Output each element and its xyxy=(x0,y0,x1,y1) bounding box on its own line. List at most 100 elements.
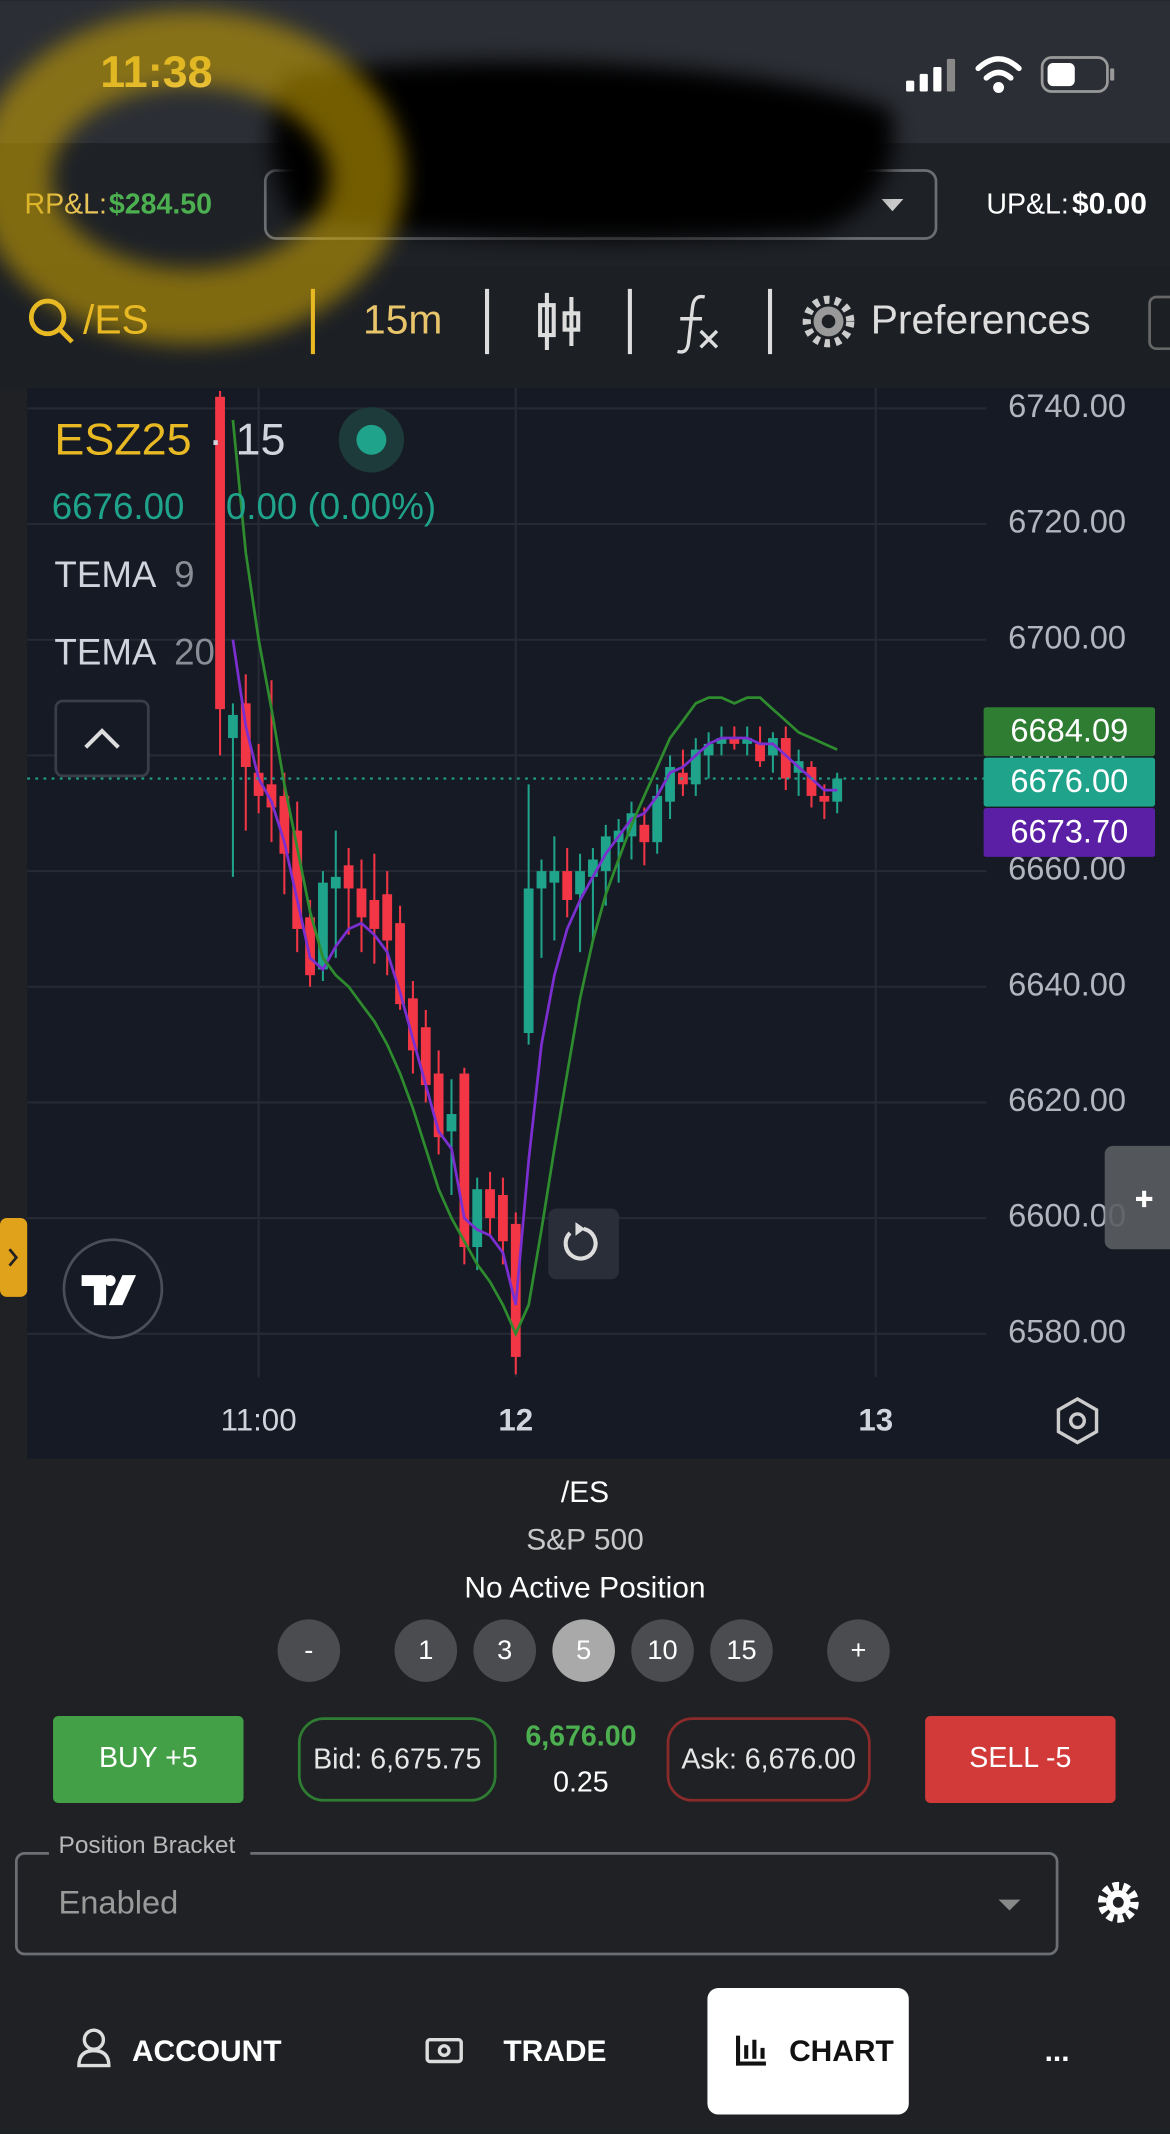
y-tick-label: 6700.00 xyxy=(1008,618,1126,655)
candle-body xyxy=(485,1189,495,1219)
candle-body xyxy=(780,738,791,779)
quantity-button[interactable] xyxy=(631,1619,694,1682)
candle-body xyxy=(472,1189,483,1248)
search-icon[interactable] xyxy=(28,298,74,344)
candle-body xyxy=(446,1114,457,1132)
position-status: No Active Position xyxy=(464,1571,705,1604)
last-price: 6676.00 xyxy=(52,486,185,527)
candle-body xyxy=(588,859,598,877)
indicator-name: TEMA xyxy=(54,631,157,672)
buy-label: BUY +5 xyxy=(99,1742,198,1774)
nav-item[interactable]: CHART xyxy=(789,2035,894,2068)
candle-body xyxy=(562,871,573,901)
price-tag-label: 6676.00 xyxy=(1010,762,1128,799)
quantity-button[interactable] xyxy=(827,1619,890,1682)
quantity-button[interactable] xyxy=(552,1619,615,1682)
candle-body xyxy=(690,749,701,785)
indicator-line xyxy=(231,639,838,1306)
reset-arrow xyxy=(575,1222,585,1236)
bracket-settings[interactable] xyxy=(1097,1881,1139,1923)
ask-box[interactable] xyxy=(666,1717,871,1802)
signal-icon xyxy=(906,58,956,92)
nav-item[interactable]: ACCOUNT xyxy=(132,2035,282,2068)
candle-body xyxy=(459,1073,470,1248)
side-tab-arrow xyxy=(8,1248,19,1267)
status-dot xyxy=(356,424,387,455)
y-tick-label: 6740.00 xyxy=(1008,387,1126,424)
candle-body xyxy=(279,795,290,854)
quantity-label: 10 xyxy=(647,1634,677,1665)
toolbar-symbol[interactable]: /ES xyxy=(83,297,149,343)
sell-label: SELL -5 xyxy=(969,1742,1071,1774)
ask: Ask: 6,676.00 xyxy=(681,1743,856,1775)
toolbar-interval[interactable]: 15m xyxy=(363,297,442,343)
y-tick-label: 6720.00 xyxy=(1008,503,1126,540)
candle-body xyxy=(420,1027,431,1086)
candle-body xyxy=(806,766,817,796)
candle-body xyxy=(330,876,341,889)
x-tick-label: 12 xyxy=(498,1402,533,1437)
indicator-length: 20 xyxy=(174,631,215,672)
candle-body xyxy=(755,743,765,762)
quantity-label: + xyxy=(851,1634,867,1665)
label-gap xyxy=(48,1837,251,1865)
price-tag-label: 6684.09 xyxy=(1010,712,1128,749)
quantity-button[interactable] xyxy=(277,1619,341,1682)
chevron-up xyxy=(84,728,120,749)
reset-chart[interactable] xyxy=(548,1208,620,1280)
candle-body xyxy=(382,894,393,941)
preferences[interactable]: Preferences xyxy=(871,297,1091,343)
chart-type-icon[interactable] xyxy=(538,292,581,351)
indicators-icon[interactable] xyxy=(677,294,719,354)
side-tab[interactable] xyxy=(0,1218,28,1297)
quantity-label: 15 xyxy=(726,1634,756,1665)
nav-item[interactable]: TRADE xyxy=(503,2035,606,2068)
bid-box[interactable] xyxy=(297,1717,497,1802)
candle-body xyxy=(639,824,650,843)
nav-item[interactable]: ... xyxy=(1045,2035,1070,2068)
tradingview-logo[interactable] xyxy=(62,1238,164,1340)
nav-active xyxy=(707,1988,909,2115)
candle-body xyxy=(305,917,315,976)
candle-body xyxy=(523,888,534,1034)
buy-button[interactable] xyxy=(53,1715,244,1804)
bracket-caret xyxy=(998,1899,1021,1911)
candle-body xyxy=(356,888,367,918)
price-tag xyxy=(983,807,1156,857)
preferences-icon[interactable] xyxy=(802,295,855,348)
candle-body xyxy=(433,1073,444,1138)
quantity-label: - xyxy=(304,1634,313,1665)
x-tick-label: 13 xyxy=(858,1402,893,1437)
price-tag xyxy=(983,707,1156,757)
sell-button[interactable] xyxy=(925,1715,1116,1804)
candle-body xyxy=(652,795,663,843)
quantity-label: 5 xyxy=(576,1634,591,1665)
collapse-legend[interactable] xyxy=(54,699,150,778)
candle-body xyxy=(703,743,714,756)
settings-hex[interactable] xyxy=(1056,1396,1099,1445)
candle-body xyxy=(819,795,830,802)
logo-dot xyxy=(104,1275,116,1287)
quantity-button[interactable] xyxy=(710,1619,773,1682)
candle-body xyxy=(240,703,251,767)
spread: 0.25 xyxy=(553,1767,609,1799)
dropdown-caret xyxy=(881,199,904,212)
plot-area xyxy=(215,391,843,1375)
price-change: 0.00 (0.00%) xyxy=(226,486,436,527)
quantity-button[interactable] xyxy=(473,1619,537,1682)
candle-body xyxy=(266,784,277,808)
quantity-button[interactable] xyxy=(394,1619,458,1682)
bracket-select[interactable] xyxy=(14,1851,1059,1956)
settings-hex-dot xyxy=(1068,1412,1086,1430)
toolbar-overflow[interactable] xyxy=(1148,295,1170,351)
candle-body xyxy=(665,766,675,802)
candle-body xyxy=(498,1194,508,1242)
battery-icon xyxy=(1040,56,1115,93)
chart-icon xyxy=(736,2035,766,2066)
candle-body xyxy=(292,830,303,929)
candle-body xyxy=(716,738,727,744)
chart-interval: · 15 xyxy=(208,413,285,464)
price-tag xyxy=(983,757,1156,807)
last-trade: 6,676.00 xyxy=(525,1720,636,1752)
